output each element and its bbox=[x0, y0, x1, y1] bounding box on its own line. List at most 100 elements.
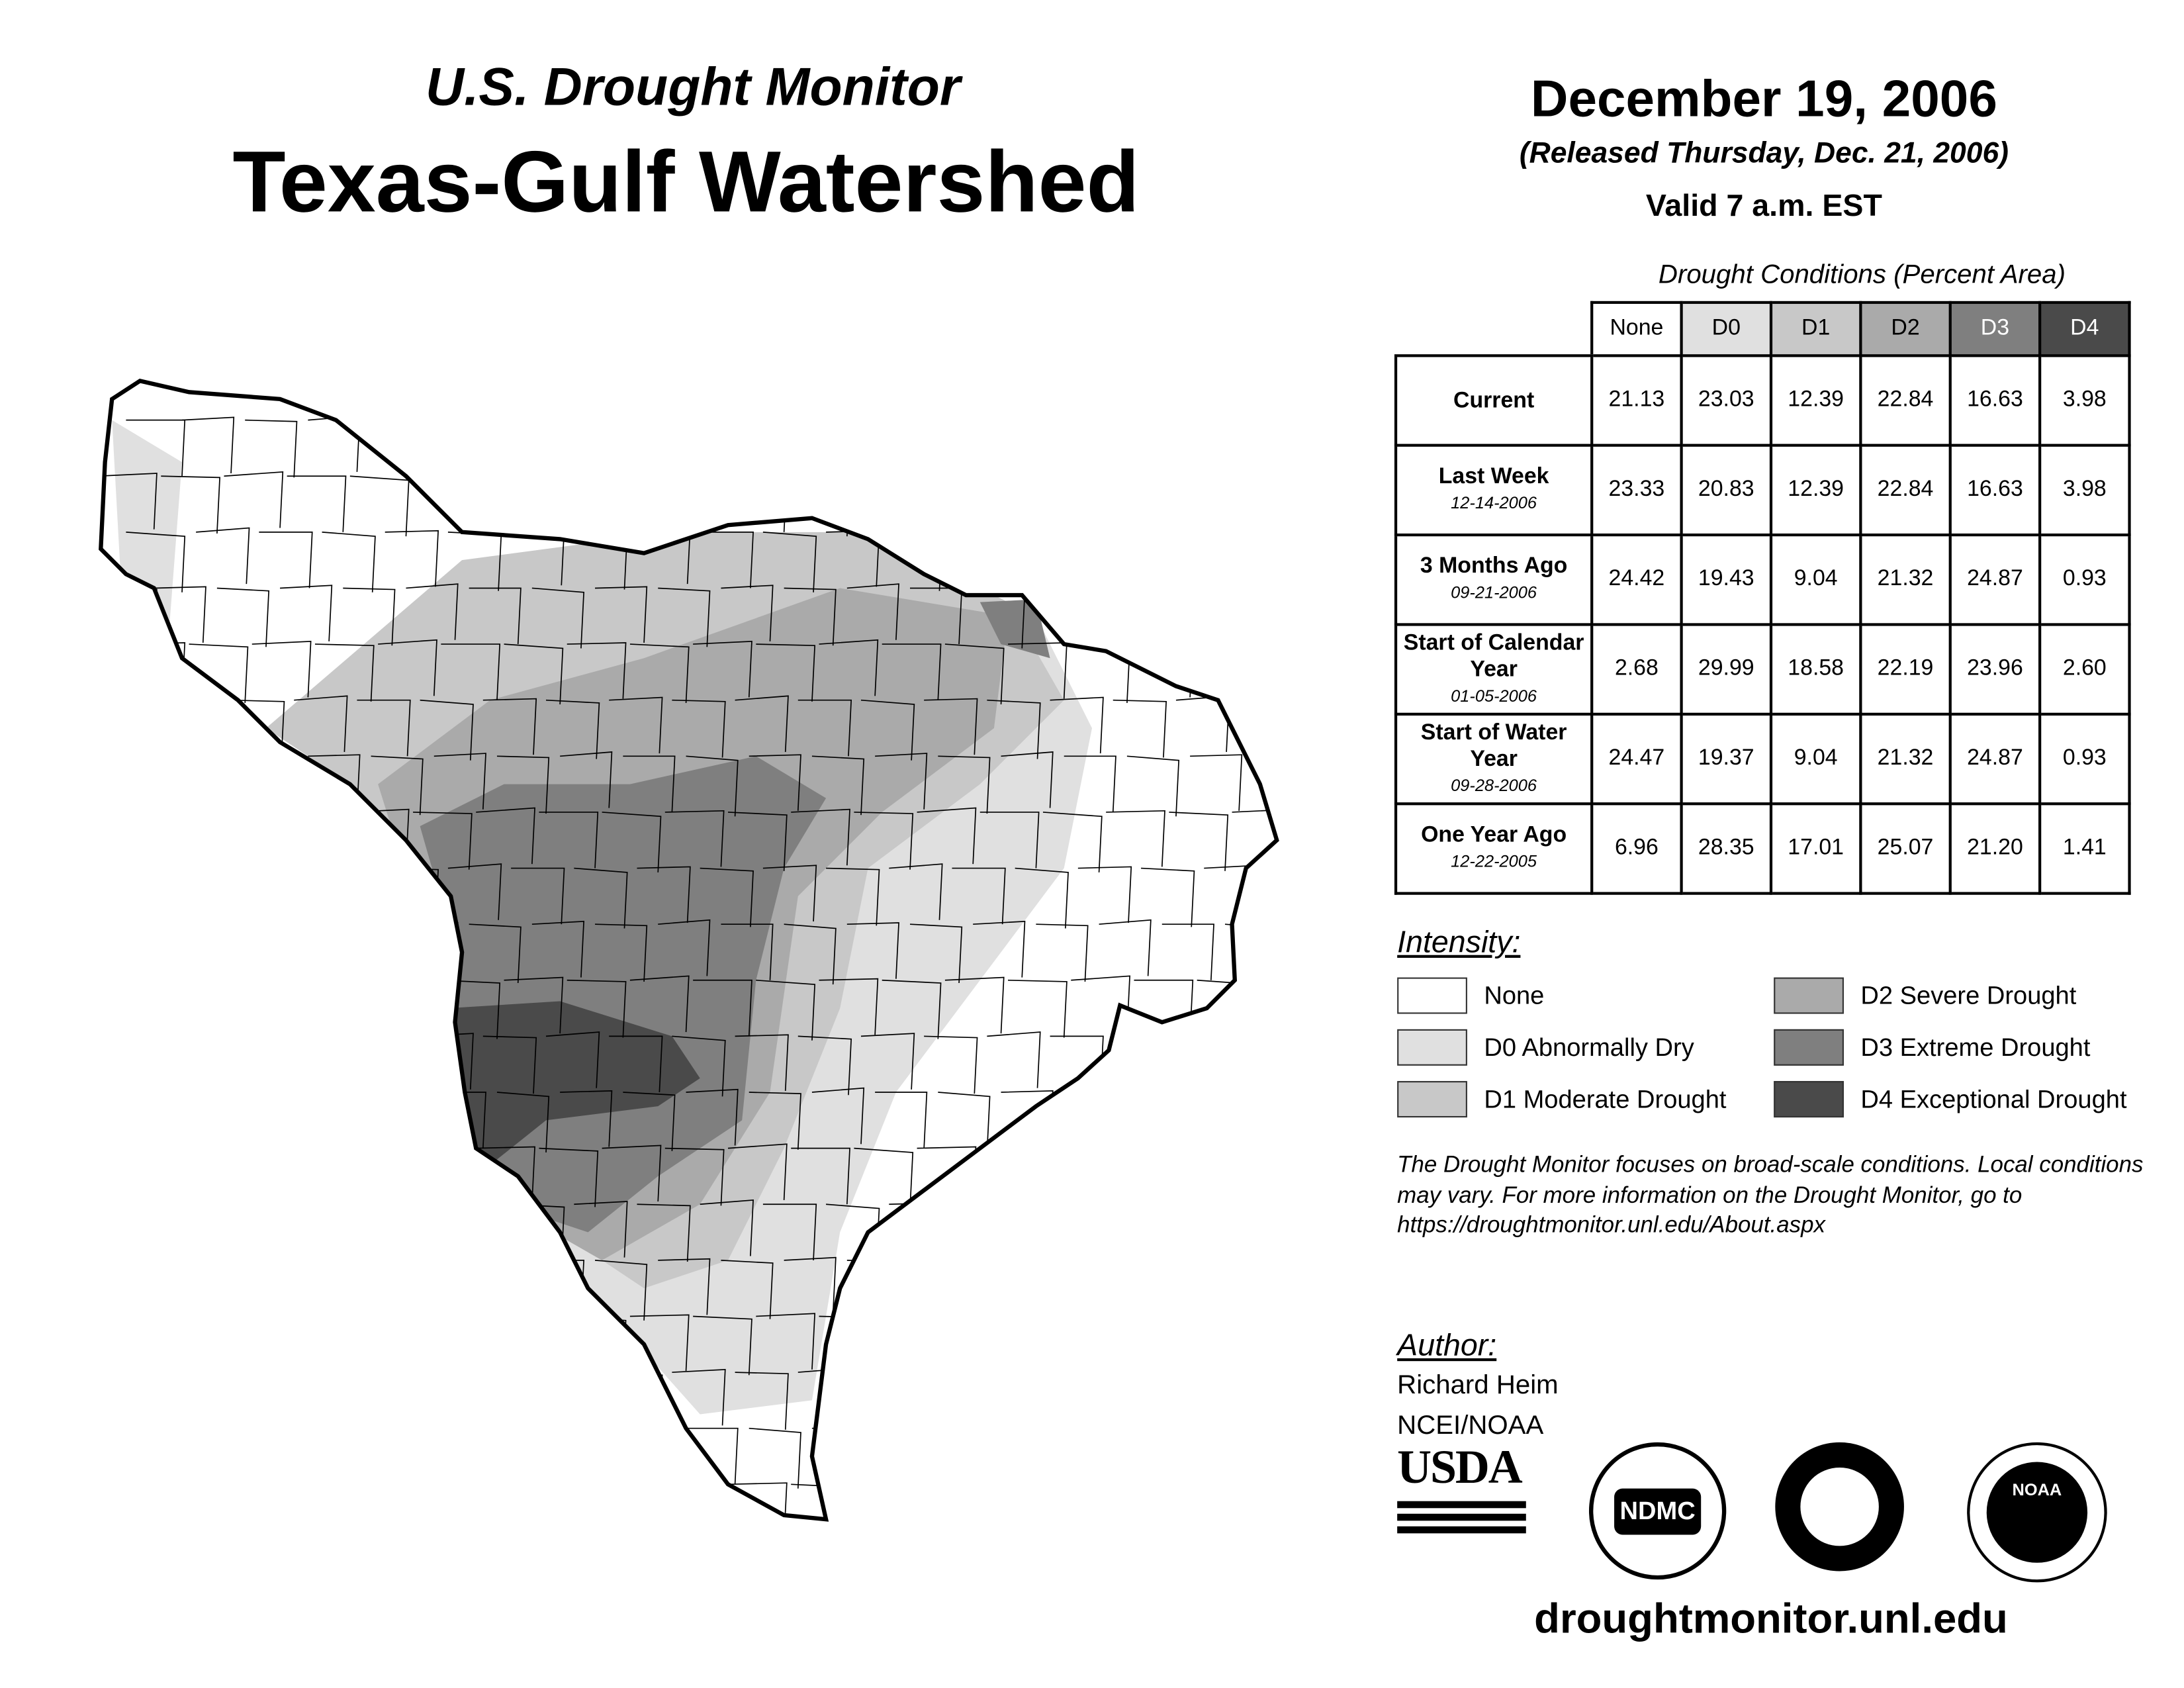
cell-value: 18.58 bbox=[1769, 623, 1862, 716]
cell-value: 24.87 bbox=[1948, 533, 2042, 626]
cell-value: 6.96 bbox=[1590, 802, 1683, 895]
cell-value: 21.13 bbox=[1590, 354, 1683, 447]
cell-value: 22.84 bbox=[1859, 354, 1952, 447]
cell-value: 25.07 bbox=[1859, 802, 1952, 895]
row-date: 09-28-2006 bbox=[1451, 774, 1537, 795]
col-d2: D2 bbox=[1859, 301, 1952, 357]
cell-value: 21.20 bbox=[1948, 802, 2042, 895]
cell-value: 12.39 bbox=[1769, 444, 1862, 537]
cell-value: 2.60 bbox=[2038, 623, 2131, 716]
row-label: Current bbox=[1394, 354, 1594, 447]
cell-value: 21.32 bbox=[1859, 712, 1952, 806]
cell-value: 12.39 bbox=[1769, 354, 1862, 447]
drought-table: None D0 D1 D2 D3 D4 Current 21.13 23.03 12.… bbox=[1394, 301, 2131, 895]
author-org: NCEI/NOAA bbox=[1397, 1411, 1544, 1441]
col-d0: D0 bbox=[1680, 301, 1773, 357]
cell-value: 17.01 bbox=[1769, 802, 1862, 895]
legend-label: D1 Moderate Drought bbox=[1484, 1084, 1727, 1113]
cell-value: 23.33 bbox=[1590, 444, 1683, 537]
d4-area bbox=[447, 1001, 700, 1176]
table-row: Start of Calendar Year 01-05-2006 2.68 29.9… bbox=[1394, 623, 2131, 716]
col-d3: D3 bbox=[1948, 301, 2042, 357]
cell-value: 29.99 bbox=[1680, 623, 1773, 716]
cell-value: 1.41 bbox=[2038, 802, 2131, 895]
table-caption: Drought Conditions (Percent Area) bbox=[1658, 260, 2066, 290]
watershed-map bbox=[99, 378, 1279, 1522]
row-label: Last Week 12-14-2006 bbox=[1394, 444, 1594, 537]
row-date: 12-22-2005 bbox=[1451, 851, 1537, 871]
valid-time: Valid 7 a.m. EST bbox=[1645, 187, 1882, 223]
cell-value: 0.93 bbox=[2038, 533, 2131, 626]
author-block: Author: Richard Heim NCEI/NOAA bbox=[1397, 1325, 1558, 1446]
cell-value: 22.84 bbox=[1859, 444, 1952, 537]
cell-value: 3.98 bbox=[2038, 444, 2131, 537]
legend-item: None bbox=[1397, 977, 1545, 1014]
ndmc-logo: NDMC bbox=[1588, 1442, 1727, 1580]
doc-seal-logo bbox=[1775, 1442, 1904, 1571]
legend-swatch bbox=[1397, 977, 1467, 1014]
legend-label: D2 Severe Drought bbox=[1860, 980, 2077, 1009]
website-url[interactable]: droughtmonitor.unl.edu bbox=[1534, 1596, 2008, 1643]
legend-label: D0 Abnormally Dry bbox=[1484, 1033, 1694, 1061]
table-row: One Year Ago 12-22-2005 6.96 28.35 17.01 25.0… bbox=[1394, 802, 2131, 895]
author-title: Author: bbox=[1397, 1327, 1497, 1363]
noaa-logo: NOAA bbox=[1967, 1442, 2107, 1583]
cell-value: 20.83 bbox=[1680, 444, 1773, 537]
cell-value: 24.42 bbox=[1590, 533, 1683, 626]
map-date: December 19, 2006 bbox=[1530, 70, 1997, 128]
cell-value: 3.98 bbox=[2038, 354, 2131, 447]
cell-value: 28.35 bbox=[1680, 802, 1773, 895]
cell-value: 16.63 bbox=[1948, 444, 2042, 537]
table-header-row: None D0 D1 D2 D3 D4 bbox=[1396, 301, 2131, 357]
row-label: Start of Calendar Year 01-05-2006 bbox=[1394, 623, 1594, 716]
legend-item: D2 Severe Drought bbox=[1774, 977, 2077, 1014]
legend-item: D4 Exceptional Drought bbox=[1774, 1081, 2127, 1118]
legend-swatch bbox=[1774, 1081, 1844, 1118]
legend-swatch bbox=[1774, 977, 1844, 1014]
cell-value: 19.43 bbox=[1680, 533, 1773, 626]
col-d4: D4 bbox=[2038, 301, 2131, 357]
cell-value: 2.68 bbox=[1590, 623, 1683, 716]
row-label: Start of Water Year 09-28-2006 bbox=[1394, 712, 1594, 806]
table-row: 3 Months Ago 09-21-2006 24.42 19.43 9.04 21.3… bbox=[1394, 533, 2131, 626]
legend-swatch bbox=[1397, 1029, 1467, 1066]
legend-item: D3 Extreme Drought bbox=[1774, 1029, 2090, 1066]
legend-label: None bbox=[1484, 980, 1545, 1009]
row-label: One Year Ago 12-22-2005 bbox=[1394, 802, 1594, 895]
cell-value: 24.47 bbox=[1590, 712, 1683, 806]
cell-value: 19.37 bbox=[1680, 712, 1773, 806]
row-date: 09-21-2006 bbox=[1451, 583, 1537, 602]
row-label: 3 Months Ago 09-21-2006 bbox=[1394, 533, 1594, 626]
cell-value: 21.32 bbox=[1859, 533, 1952, 626]
cell-value: 0.93 bbox=[2038, 712, 2131, 806]
cell-value: 22.19 bbox=[1859, 623, 1952, 716]
table-row: Last Week 12-14-2006 23.33 20.83 12.39 22.84 1… bbox=[1394, 444, 2131, 537]
legend-label: D3 Extreme Drought bbox=[1860, 1033, 2091, 1061]
cell-value: 24.87 bbox=[1948, 712, 2042, 806]
subtitle: U.S. Drought Monitor bbox=[426, 58, 961, 118]
cell-value: 9.04 bbox=[1769, 533, 1862, 626]
intensity-title: Intensity: bbox=[1397, 924, 1521, 960]
row-date: 01-05-2006 bbox=[1451, 685, 1537, 706]
author-name: Richard Heim bbox=[1397, 1370, 1559, 1401]
legend-swatch bbox=[1774, 1029, 1844, 1066]
cell-value: 9.04 bbox=[1769, 712, 1862, 806]
cell-value: 16.63 bbox=[1948, 354, 2042, 447]
col-none: None bbox=[1590, 301, 1683, 357]
disclaimer-note: The Drought Monitor focuses on broad-sca… bbox=[1397, 1152, 2144, 1239]
col-d1: D1 bbox=[1769, 301, 1862, 357]
page-title: Texas-Gulf Watershed bbox=[232, 134, 1140, 232]
legend-item: D1 Moderate Drought bbox=[1397, 1081, 1727, 1118]
legend-swatch bbox=[1397, 1081, 1467, 1118]
table-row: Current 21.13 23.03 12.39 22.84 16.63 3.98 bbox=[1394, 354, 2131, 447]
release-date: (Released Thursday, Dec. 21, 2006) bbox=[1519, 137, 2009, 169]
table-row: Start of Water Year 09-28-2006 24.47 19.37 9… bbox=[1394, 712, 2131, 806]
cell-value: 23.96 bbox=[1948, 623, 2042, 716]
legend-item: D0 Abnormally Dry bbox=[1397, 1029, 1694, 1066]
usda-logo: USDA bbox=[1397, 1442, 1526, 1534]
cell-value: 23.03 bbox=[1680, 354, 1773, 447]
watershed-outline bbox=[99, 378, 1279, 1522]
row-date: 12-14-2006 bbox=[1451, 492, 1537, 513]
legend-label: D4 Exceptional Drought bbox=[1860, 1084, 2127, 1113]
